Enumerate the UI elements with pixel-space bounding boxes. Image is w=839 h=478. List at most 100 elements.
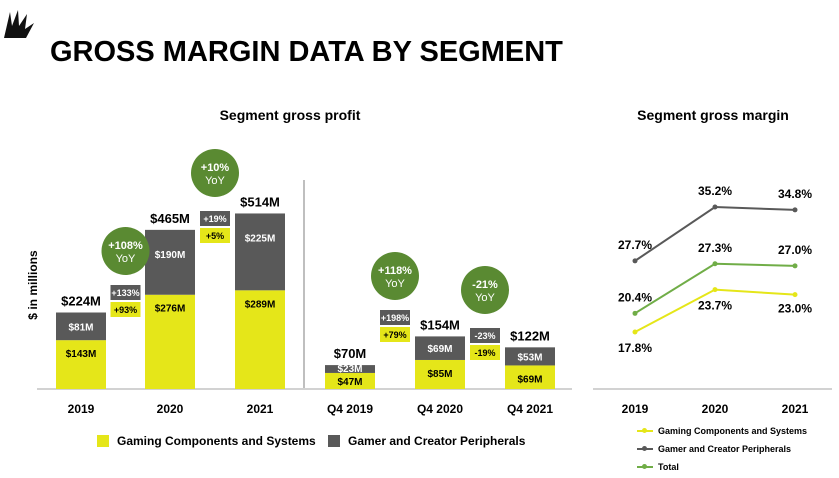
line-point-0-2 bbox=[792, 292, 798, 298]
bar-label-gaming-3: $47M bbox=[337, 377, 362, 388]
x-tick-2: 2021 bbox=[247, 402, 274, 416]
line-point-0-1 bbox=[712, 287, 718, 293]
bar-peripherals-0 bbox=[56, 312, 106, 341]
growth-box-peripherals-2 bbox=[380, 310, 410, 325]
bar-chart-title: Segment gross profit bbox=[219, 107, 361, 123]
growth-box-gaming-2 bbox=[380, 327, 410, 342]
bar-total-3: $70M bbox=[334, 346, 367, 361]
line-data-label-0-0: 17.8% bbox=[618, 341, 652, 355]
segment-gross-margin-chart: 17.8% 23.7% 23.0% 27.7% 35.2% 34.8% 20.4% 27.3%… bbox=[593, 184, 832, 416]
line-data-label-0-1: 23.7% bbox=[698, 299, 732, 313]
line-data-label-2-2: 27.0% bbox=[778, 243, 812, 257]
line-data-label-1-0: 27.7% bbox=[618, 238, 652, 252]
line-point-2-0 bbox=[632, 310, 638, 316]
bar-gaming-3 bbox=[325, 372, 375, 389]
line-legend-item-gaming: Gaming Components and Systems bbox=[637, 426, 807, 436]
line-point-2-2 bbox=[792, 263, 798, 269]
legend-item-gaming: Gaming Components and Systems bbox=[97, 434, 316, 448]
bar-peripherals-1 bbox=[145, 229, 195, 295]
bar-peripherals-5 bbox=[505, 347, 555, 366]
growth-label-peripherals-0: +133% bbox=[111, 288, 139, 298]
bar-gaming-2 bbox=[235, 290, 285, 389]
bar-peripherals-3 bbox=[325, 365, 375, 373]
x-tick-1: 2020 bbox=[157, 402, 184, 416]
growth-bubble-0 bbox=[101, 227, 150, 275]
line-point-1-2 bbox=[792, 207, 798, 213]
bar-label-gaming-4: $85M bbox=[427, 369, 452, 380]
growth-box-gaming-1 bbox=[200, 228, 230, 243]
growth-bubble-total-3: -21% bbox=[472, 279, 498, 291]
bar-label-peripherals-2: $225M bbox=[245, 233, 276, 244]
growth-bubble-suffix-2: YoY bbox=[385, 278, 405, 290]
x-tick-0: 2019 bbox=[68, 402, 95, 416]
growth-label-gaming-0: +93% bbox=[114, 305, 137, 315]
bar-label-peripherals-3: $23M bbox=[337, 364, 362, 375]
growth-bubble-total-1: +10% bbox=[201, 162, 230, 174]
bar-gaming-1 bbox=[145, 294, 195, 389]
bar-label-peripherals-0: $81M bbox=[68, 322, 93, 333]
line-data-label-2-0: 20.4% bbox=[618, 290, 652, 304]
growth-bubble-total-2: +118% bbox=[378, 265, 412, 277]
growth-box-gaming-0 bbox=[110, 302, 141, 317]
growth-bubble-1 bbox=[191, 149, 239, 197]
bar-total-5: $122M bbox=[510, 328, 550, 343]
line-data-label-2-1: 27.3% bbox=[698, 241, 732, 255]
x-tick-4: Q4 2020 bbox=[417, 402, 463, 416]
bar-total-4: $154M bbox=[420, 317, 460, 332]
x-tick-5: Q4 2021 bbox=[507, 402, 553, 416]
bar-label-peripherals-5: $53M bbox=[517, 352, 542, 363]
legend-item-peripherals: Gamer and Creator Peripherals bbox=[328, 434, 525, 448]
bar-total-2: $514M bbox=[240, 194, 280, 209]
growth-box-gaming-3 bbox=[470, 345, 500, 360]
line-point-0-0 bbox=[632, 329, 638, 335]
growth-box-peripherals-0 bbox=[110, 285, 141, 300]
line-x-tick-1: 2020 bbox=[702, 402, 729, 416]
legend-swatch-gaming bbox=[97, 435, 109, 447]
line-legend-item-peripherals: Gamer and Creator Peripherals bbox=[637, 444, 791, 454]
line-data-label-0-2: 23.0% bbox=[778, 302, 812, 316]
growth-bubble-suffix-3: YoY bbox=[475, 292, 495, 304]
growth-box-peripherals-3 bbox=[470, 328, 500, 343]
line-data-label-1-2: 34.8% bbox=[778, 187, 812, 201]
line-legend-marker-peripherals bbox=[637, 446, 653, 451]
growth-label-gaming-2: +79% bbox=[383, 330, 406, 340]
bar-total-1: $465M bbox=[150, 211, 190, 226]
growth-label-peripherals-3: -23% bbox=[474, 331, 495, 341]
line-legend-label-total: Total bbox=[658, 462, 679, 472]
bar-total-0: $224M bbox=[61, 294, 101, 309]
growth-bubble-suffix-0: YoY bbox=[116, 253, 136, 265]
growth-label-gaming-3: -19% bbox=[474, 348, 495, 358]
line-legend-marker-gaming bbox=[637, 428, 653, 433]
line-legend-item-total: Total bbox=[637, 462, 679, 472]
line-chart-title: Segment gross margin bbox=[637, 107, 789, 123]
line-point-1-1 bbox=[712, 204, 718, 210]
line-point-1-0 bbox=[632, 258, 638, 264]
page-title: GROSS MARGIN DATA BY SEGMENT bbox=[50, 36, 563, 68]
legend-swatch-peripherals bbox=[328, 435, 340, 447]
bar-label-peripherals-1: $190M bbox=[155, 250, 186, 261]
x-tick-3: Q4 2019 bbox=[327, 402, 373, 416]
line-point-2-1 bbox=[712, 261, 718, 267]
bar-peripherals-4 bbox=[415, 336, 465, 360]
bar-peripherals-2 bbox=[235, 213, 285, 291]
bar-gaming-0 bbox=[56, 340, 106, 389]
growth-label-peripherals-2: +198% bbox=[381, 313, 409, 323]
growth-bubble-3 bbox=[461, 266, 509, 314]
growth-box-peripherals-1 bbox=[200, 211, 230, 226]
growth-label-gaming-1: +5% bbox=[206, 231, 224, 241]
bar-gaming-4 bbox=[415, 359, 465, 389]
line-x-tick-0: 2019 bbox=[622, 402, 649, 416]
growth-bubble-total-0: +108% bbox=[108, 240, 143, 252]
bar-label-gaming-2: $289M bbox=[245, 299, 276, 310]
growth-bubble-suffix-1: YoY bbox=[205, 175, 225, 187]
line-legend-label-gaming: Gaming Components and Systems bbox=[658, 426, 808, 436]
segment-gross-profit-chart: $143M $81M $224M 2019 $276M $190M $465M 2020 $28… bbox=[37, 149, 572, 416]
bar-label-gaming-0: $143M bbox=[66, 349, 97, 360]
legend-label-gaming: Gaming Components and Systems bbox=[117, 434, 316, 448]
bar-label-gaming-5: $69M bbox=[517, 374, 542, 385]
corsair-sails-logo bbox=[4, 10, 34, 38]
bar-gaming-5 bbox=[505, 365, 555, 389]
line-legend-label-peripherals: Gamer and Creator Peripherals bbox=[658, 444, 792, 454]
bar-label-peripherals-4: $69M bbox=[427, 344, 452, 355]
legend-label-peripherals: Gamer and Creator Peripherals bbox=[348, 434, 526, 448]
